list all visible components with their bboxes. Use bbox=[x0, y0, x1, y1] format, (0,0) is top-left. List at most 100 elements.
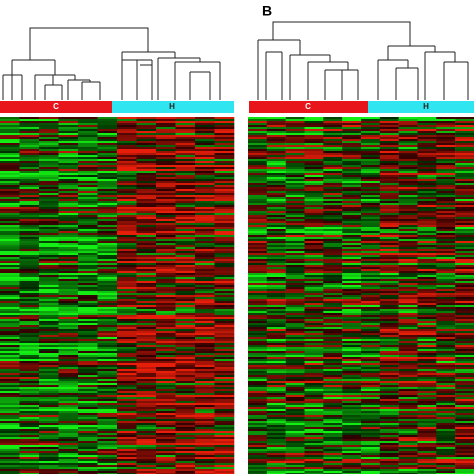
heat-cell bbox=[175, 375, 196, 377]
heat-cell bbox=[417, 403, 437, 405]
heat-cell bbox=[117, 183, 137, 185]
heat-cell bbox=[323, 143, 343, 145]
heat-cell bbox=[379, 129, 399, 131]
heat-cell bbox=[97, 117, 118, 119]
heat-cell bbox=[214, 243, 235, 245]
heat-cell bbox=[436, 155, 456, 157]
heat-cell bbox=[398, 293, 418, 295]
heat-cell bbox=[117, 415, 137, 417]
heat-cell bbox=[39, 365, 59, 367]
heat-cell bbox=[266, 395, 286, 397]
heat-cell bbox=[323, 451, 343, 453]
heat-cell bbox=[285, 439, 305, 441]
heat-cell bbox=[195, 303, 215, 305]
heat-cell bbox=[156, 321, 176, 323]
heat-cell bbox=[19, 451, 40, 453]
heat-cell bbox=[417, 233, 437, 235]
heat-cell bbox=[175, 467, 196, 469]
heat-cell bbox=[97, 193, 118, 195]
heat-cell bbox=[175, 143, 196, 145]
heat-cell bbox=[0, 169, 20, 171]
heat-cell bbox=[175, 267, 196, 269]
heat-cell bbox=[156, 183, 176, 185]
heat-cell bbox=[175, 439, 196, 441]
heat-cell bbox=[436, 129, 456, 131]
heat-cell bbox=[156, 337, 176, 339]
heat-cell bbox=[136, 431, 157, 433]
heat-cell bbox=[0, 421, 20, 423]
heat-cell bbox=[266, 379, 286, 381]
heat-cell bbox=[156, 355, 176, 357]
heat-cell bbox=[323, 381, 343, 383]
heat-cell bbox=[175, 151, 196, 153]
heat-cell bbox=[195, 177, 215, 179]
heat-cell bbox=[436, 187, 456, 189]
heat-cell bbox=[58, 187, 79, 189]
heat-cell bbox=[436, 325, 456, 327]
heat-cell bbox=[361, 385, 381, 387]
heat-cell bbox=[323, 245, 343, 247]
heat-cell bbox=[342, 213, 362, 215]
heat-cell bbox=[323, 389, 343, 391]
heat-cell bbox=[195, 381, 215, 383]
heat-cell bbox=[455, 243, 474, 245]
heat-cell bbox=[78, 301, 98, 303]
heat-cell bbox=[342, 139, 362, 141]
heat-cell bbox=[175, 383, 196, 385]
heat-cell bbox=[78, 339, 98, 341]
heat-cell bbox=[361, 457, 381, 459]
heat-cell bbox=[58, 431, 79, 433]
heat-cell bbox=[417, 315, 437, 317]
heat-cell bbox=[342, 119, 362, 121]
heat-cell bbox=[304, 387, 324, 389]
heat-cell bbox=[78, 157, 98, 159]
heat-cell bbox=[19, 193, 40, 195]
heat-cell bbox=[214, 359, 235, 361]
heat-cell bbox=[58, 321, 79, 323]
heat-cell bbox=[417, 229, 437, 231]
heat-cell bbox=[248, 231, 268, 233]
heat-cell bbox=[78, 465, 98, 467]
heat-cell bbox=[58, 439, 79, 441]
heat-cell bbox=[361, 391, 381, 393]
heat-cell bbox=[175, 459, 196, 461]
heat-cell bbox=[136, 359, 157, 361]
heat-cell bbox=[0, 327, 20, 329]
heat-cell bbox=[39, 117, 59, 119]
heat-cell bbox=[175, 437, 196, 439]
heat-cell bbox=[78, 259, 98, 261]
heat-cell bbox=[285, 197, 305, 199]
heat-cell bbox=[195, 273, 215, 275]
heat-cell bbox=[156, 171, 176, 173]
heat-cell bbox=[361, 355, 381, 357]
heat-cell bbox=[39, 243, 59, 245]
heat-cell bbox=[248, 163, 268, 165]
heat-cell bbox=[136, 119, 157, 121]
heat-cell bbox=[156, 247, 176, 249]
heat-cell bbox=[19, 431, 40, 433]
heat-cell bbox=[342, 327, 362, 329]
group-label: C bbox=[53, 102, 59, 111]
heat-cell bbox=[361, 321, 381, 323]
heat-cell bbox=[361, 337, 381, 339]
heat-cell bbox=[361, 273, 381, 275]
heat-cell bbox=[175, 171, 196, 173]
heat-cell bbox=[78, 321, 98, 323]
heat-cell bbox=[304, 373, 324, 375]
heat-cell bbox=[455, 181, 474, 183]
heat-cell bbox=[39, 255, 59, 257]
heat-cell bbox=[58, 165, 79, 167]
heat-cell bbox=[455, 267, 474, 269]
heat-cell bbox=[361, 329, 381, 331]
heat-cell bbox=[436, 205, 456, 207]
heat-cell bbox=[285, 191, 305, 193]
heat-cell bbox=[379, 283, 399, 285]
heat-cell bbox=[0, 187, 20, 189]
heat-cell bbox=[214, 155, 235, 157]
heat-cell bbox=[417, 191, 437, 193]
heat-cell bbox=[285, 135, 305, 137]
heat-cell bbox=[136, 155, 157, 157]
heat-cell bbox=[304, 121, 324, 123]
heat-cell bbox=[195, 317, 215, 319]
heat-cell bbox=[19, 373, 40, 375]
